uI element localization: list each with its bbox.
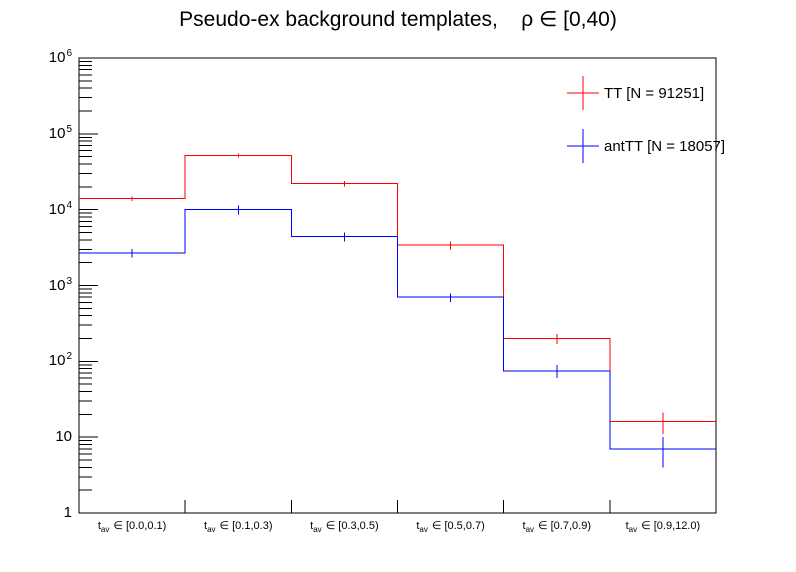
x-axis-label: tav ∈ [0.9,12.0) bbox=[625, 520, 701, 534]
x-axis-label: tav ∈ [0.3,0.5) bbox=[310, 520, 379, 534]
y-axis-label: 106 bbox=[48, 48, 72, 66]
y-axis-label: 103 bbox=[48, 275, 72, 294]
plot-title: Pseudo-ex background templates, ρ ∈ [0,4… bbox=[179, 8, 617, 31]
x-axis-label: tav ∈ [0.7,0.9) bbox=[522, 520, 591, 534]
y-axis-label: 104 bbox=[48, 199, 72, 218]
y-axis-label: 10 bbox=[55, 428, 72, 446]
y-axis-label: 105 bbox=[48, 123, 72, 142]
legend-marker-cross-icon bbox=[567, 76, 599, 110]
x-axis-label: tav ∈ [0.0,0.1) bbox=[97, 520, 167, 534]
x-axis-label: tav ∈ [0.5,0.7) bbox=[416, 520, 485, 534]
legend-entry-tt: TT [N = 91251] bbox=[560, 73, 704, 113]
legend-label-anttt: antTT [N = 18057] bbox=[604, 137, 726, 155]
series-line-antTT bbox=[79, 209, 716, 450]
y-axis-label: 1 bbox=[63, 504, 72, 521]
legend-marker-cross-icon bbox=[567, 129, 599, 163]
legend-entry-anttt: antTT [N = 18057] bbox=[560, 126, 725, 166]
series-line-TT bbox=[79, 154, 716, 423]
legend-label-tt: TT [N = 91251] bbox=[604, 84, 705, 102]
x-axis-label: tav ∈ [0.1,0.3) bbox=[204, 520, 273, 534]
y-axis-label: 102 bbox=[48, 351, 72, 370]
